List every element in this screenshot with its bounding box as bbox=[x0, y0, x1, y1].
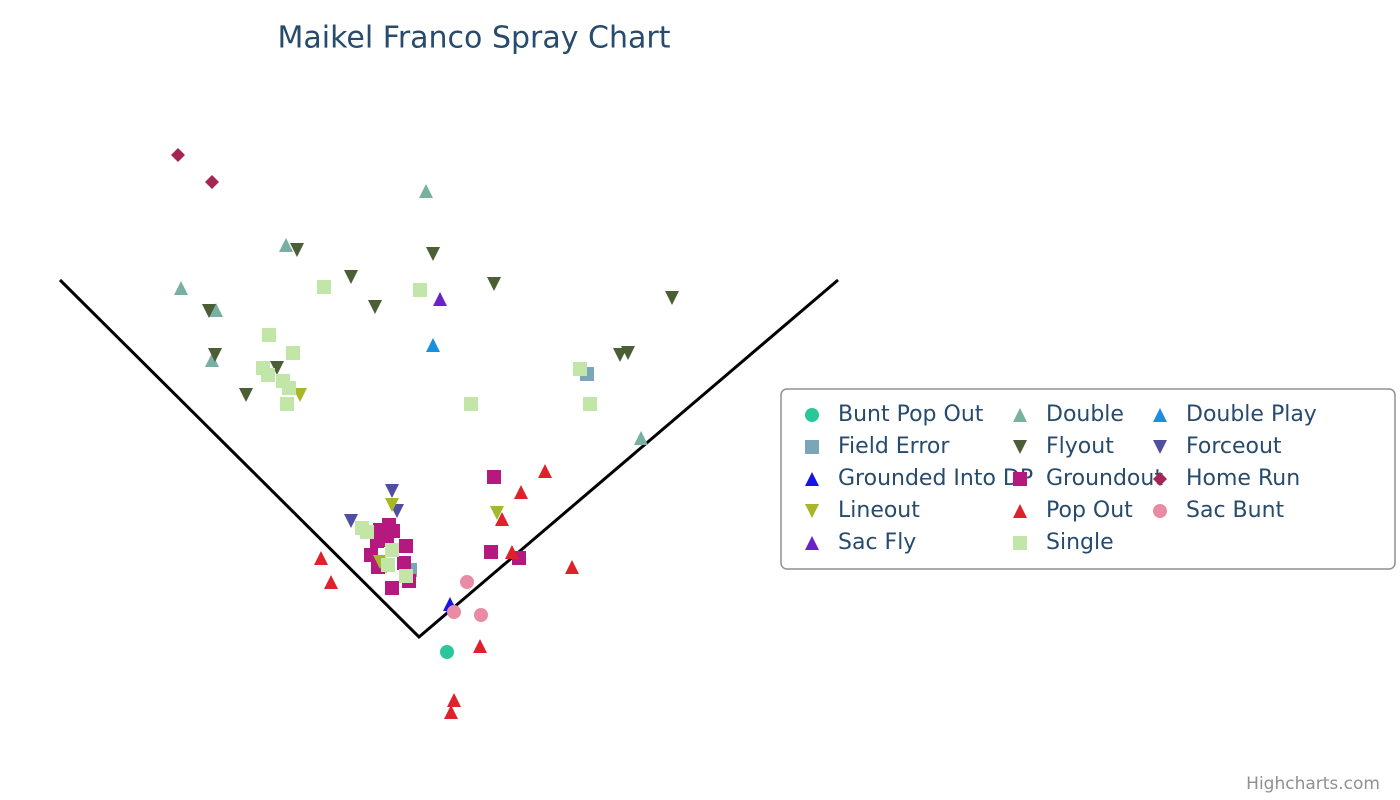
legend-label[interactable]: Lineout bbox=[838, 498, 920, 523]
credits[interactable]: Highcharts.com bbox=[1246, 774, 1380, 794]
legend-label[interactable]: Double Play bbox=[1186, 402, 1317, 427]
point bbox=[208, 348, 222, 362]
point bbox=[464, 397, 478, 411]
legend-symbol[interactable] bbox=[1013, 408, 1027, 422]
point bbox=[426, 247, 440, 261]
point bbox=[565, 560, 579, 574]
point bbox=[474, 608, 488, 622]
point bbox=[261, 368, 275, 382]
point bbox=[385, 484, 399, 498]
legend-symbol[interactable] bbox=[1153, 504, 1167, 518]
point bbox=[385, 543, 399, 557]
point bbox=[344, 514, 358, 528]
chart-title: Maikel Franco Spray Chart bbox=[278, 21, 671, 56]
point bbox=[634, 431, 648, 445]
legend-label[interactable]: Sac Fly bbox=[838, 530, 916, 555]
point bbox=[487, 277, 501, 291]
point bbox=[385, 498, 399, 512]
point bbox=[440, 645, 454, 659]
point bbox=[665, 291, 679, 305]
legend-symbol[interactable] bbox=[1013, 504, 1027, 518]
point bbox=[262, 328, 276, 342]
point bbox=[419, 184, 433, 198]
point bbox=[426, 338, 440, 352]
legend-label[interactable]: Bunt Pop Out bbox=[838, 402, 984, 427]
point bbox=[205, 175, 219, 189]
point bbox=[613, 348, 627, 362]
point bbox=[293, 388, 307, 402]
point bbox=[490, 506, 504, 520]
legend-label[interactable]: Grounded Into DP bbox=[838, 466, 1033, 491]
point bbox=[514, 485, 528, 499]
legend-label[interactable]: Double bbox=[1046, 402, 1124, 427]
legend-symbol[interactable] bbox=[805, 440, 819, 454]
point bbox=[399, 539, 413, 553]
point bbox=[447, 693, 461, 707]
point bbox=[324, 575, 338, 589]
legend-label[interactable]: Field Error bbox=[838, 434, 950, 459]
point bbox=[280, 397, 294, 411]
legend-symbol[interactable] bbox=[805, 408, 819, 422]
legend-label[interactable]: Groundout bbox=[1046, 466, 1163, 491]
legend-symbol[interactable] bbox=[1013, 472, 1027, 486]
point bbox=[447, 605, 461, 619]
point bbox=[473, 639, 487, 653]
point bbox=[282, 381, 296, 395]
point bbox=[239, 388, 253, 402]
legend-symbol[interactable] bbox=[1013, 536, 1027, 550]
legend-symbol[interactable] bbox=[1013, 440, 1027, 454]
point bbox=[484, 545, 498, 559]
foul-lines bbox=[58, 278, 839, 640]
legend-symbol[interactable] bbox=[1153, 440, 1167, 454]
point bbox=[209, 303, 223, 317]
point bbox=[270, 361, 284, 375]
point bbox=[460, 575, 474, 589]
point bbox=[444, 705, 458, 719]
point bbox=[399, 569, 413, 583]
legend-symbol[interactable] bbox=[1153, 472, 1167, 486]
point bbox=[286, 346, 300, 360]
point bbox=[279, 238, 293, 252]
point bbox=[381, 558, 395, 572]
legend-symbol[interactable] bbox=[805, 504, 819, 518]
point bbox=[487, 470, 501, 484]
point bbox=[314, 551, 328, 565]
legend-label[interactable]: Sac Bunt bbox=[1186, 498, 1285, 523]
legend-label[interactable]: Flyout bbox=[1046, 434, 1114, 459]
point bbox=[495, 512, 509, 526]
point bbox=[317, 280, 331, 294]
legend-label[interactable]: Forceout bbox=[1186, 434, 1282, 459]
legend-symbol[interactable] bbox=[1153, 408, 1167, 422]
point bbox=[573, 362, 587, 376]
point bbox=[171, 148, 185, 162]
point bbox=[433, 292, 447, 306]
legend-label[interactable]: Home Run bbox=[1186, 466, 1300, 491]
legend-label[interactable]: Single bbox=[1046, 530, 1114, 555]
legend-box bbox=[780, 388, 1396, 570]
legend-symbol[interactable] bbox=[805, 536, 819, 550]
point bbox=[385, 581, 399, 595]
legend-symbol[interactable] bbox=[805, 472, 819, 486]
point bbox=[583, 397, 597, 411]
point bbox=[413, 283, 427, 297]
point bbox=[174, 281, 188, 295]
point bbox=[538, 464, 552, 478]
point bbox=[364, 548, 378, 562]
legend-label[interactable]: Pop Out bbox=[1046, 498, 1133, 523]
point bbox=[205, 353, 219, 367]
point bbox=[368, 300, 382, 314]
point bbox=[202, 304, 216, 318]
point bbox=[360, 525, 374, 539]
point bbox=[397, 556, 411, 570]
point bbox=[290, 243, 304, 257]
point bbox=[505, 545, 519, 559]
point bbox=[344, 270, 358, 284]
